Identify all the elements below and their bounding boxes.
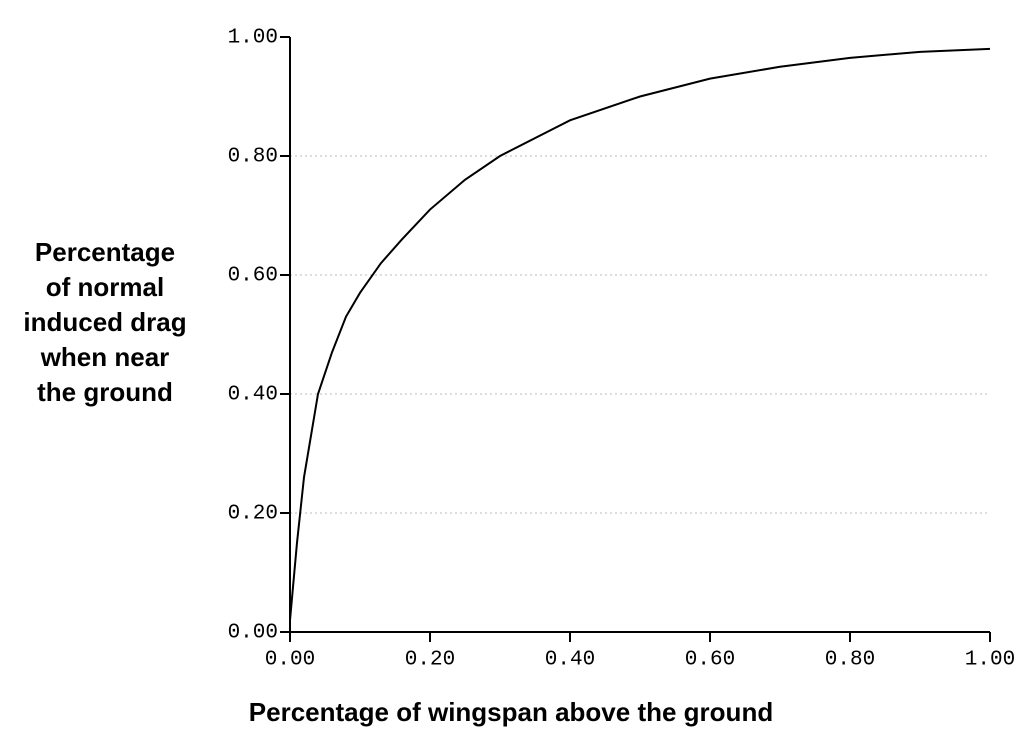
y-tick-label: 0.60 xyxy=(228,265,278,288)
x-tick-label: 0.20 xyxy=(405,649,455,672)
line xyxy=(289,47,991,621)
x-axis-label: Percentage of wingspan above the ground xyxy=(249,697,773,727)
x-tick-label: 0.00 xyxy=(265,649,315,672)
x-tick-label: 0.80 xyxy=(825,649,875,672)
x-tick-label: 1.00 xyxy=(965,649,1015,672)
y-tick-label: 1.00 xyxy=(228,27,278,50)
x-tick-label: 0.40 xyxy=(545,649,595,672)
y-tick-label: 0.40 xyxy=(228,384,278,407)
y-axis-label: when near xyxy=(40,342,170,372)
y-tick-label: 0.80 xyxy=(228,146,278,169)
y-axis-label: induced drag xyxy=(23,307,186,337)
y-tick-label: 0.00 xyxy=(228,622,278,645)
y-axis-label: the ground xyxy=(37,377,173,407)
y-axis-label: Percentage xyxy=(35,237,175,267)
x-tick-label: 0.60 xyxy=(685,649,735,672)
y-tick-label: 0.20 xyxy=(228,503,278,526)
y-axis-label: of normal xyxy=(46,272,164,302)
